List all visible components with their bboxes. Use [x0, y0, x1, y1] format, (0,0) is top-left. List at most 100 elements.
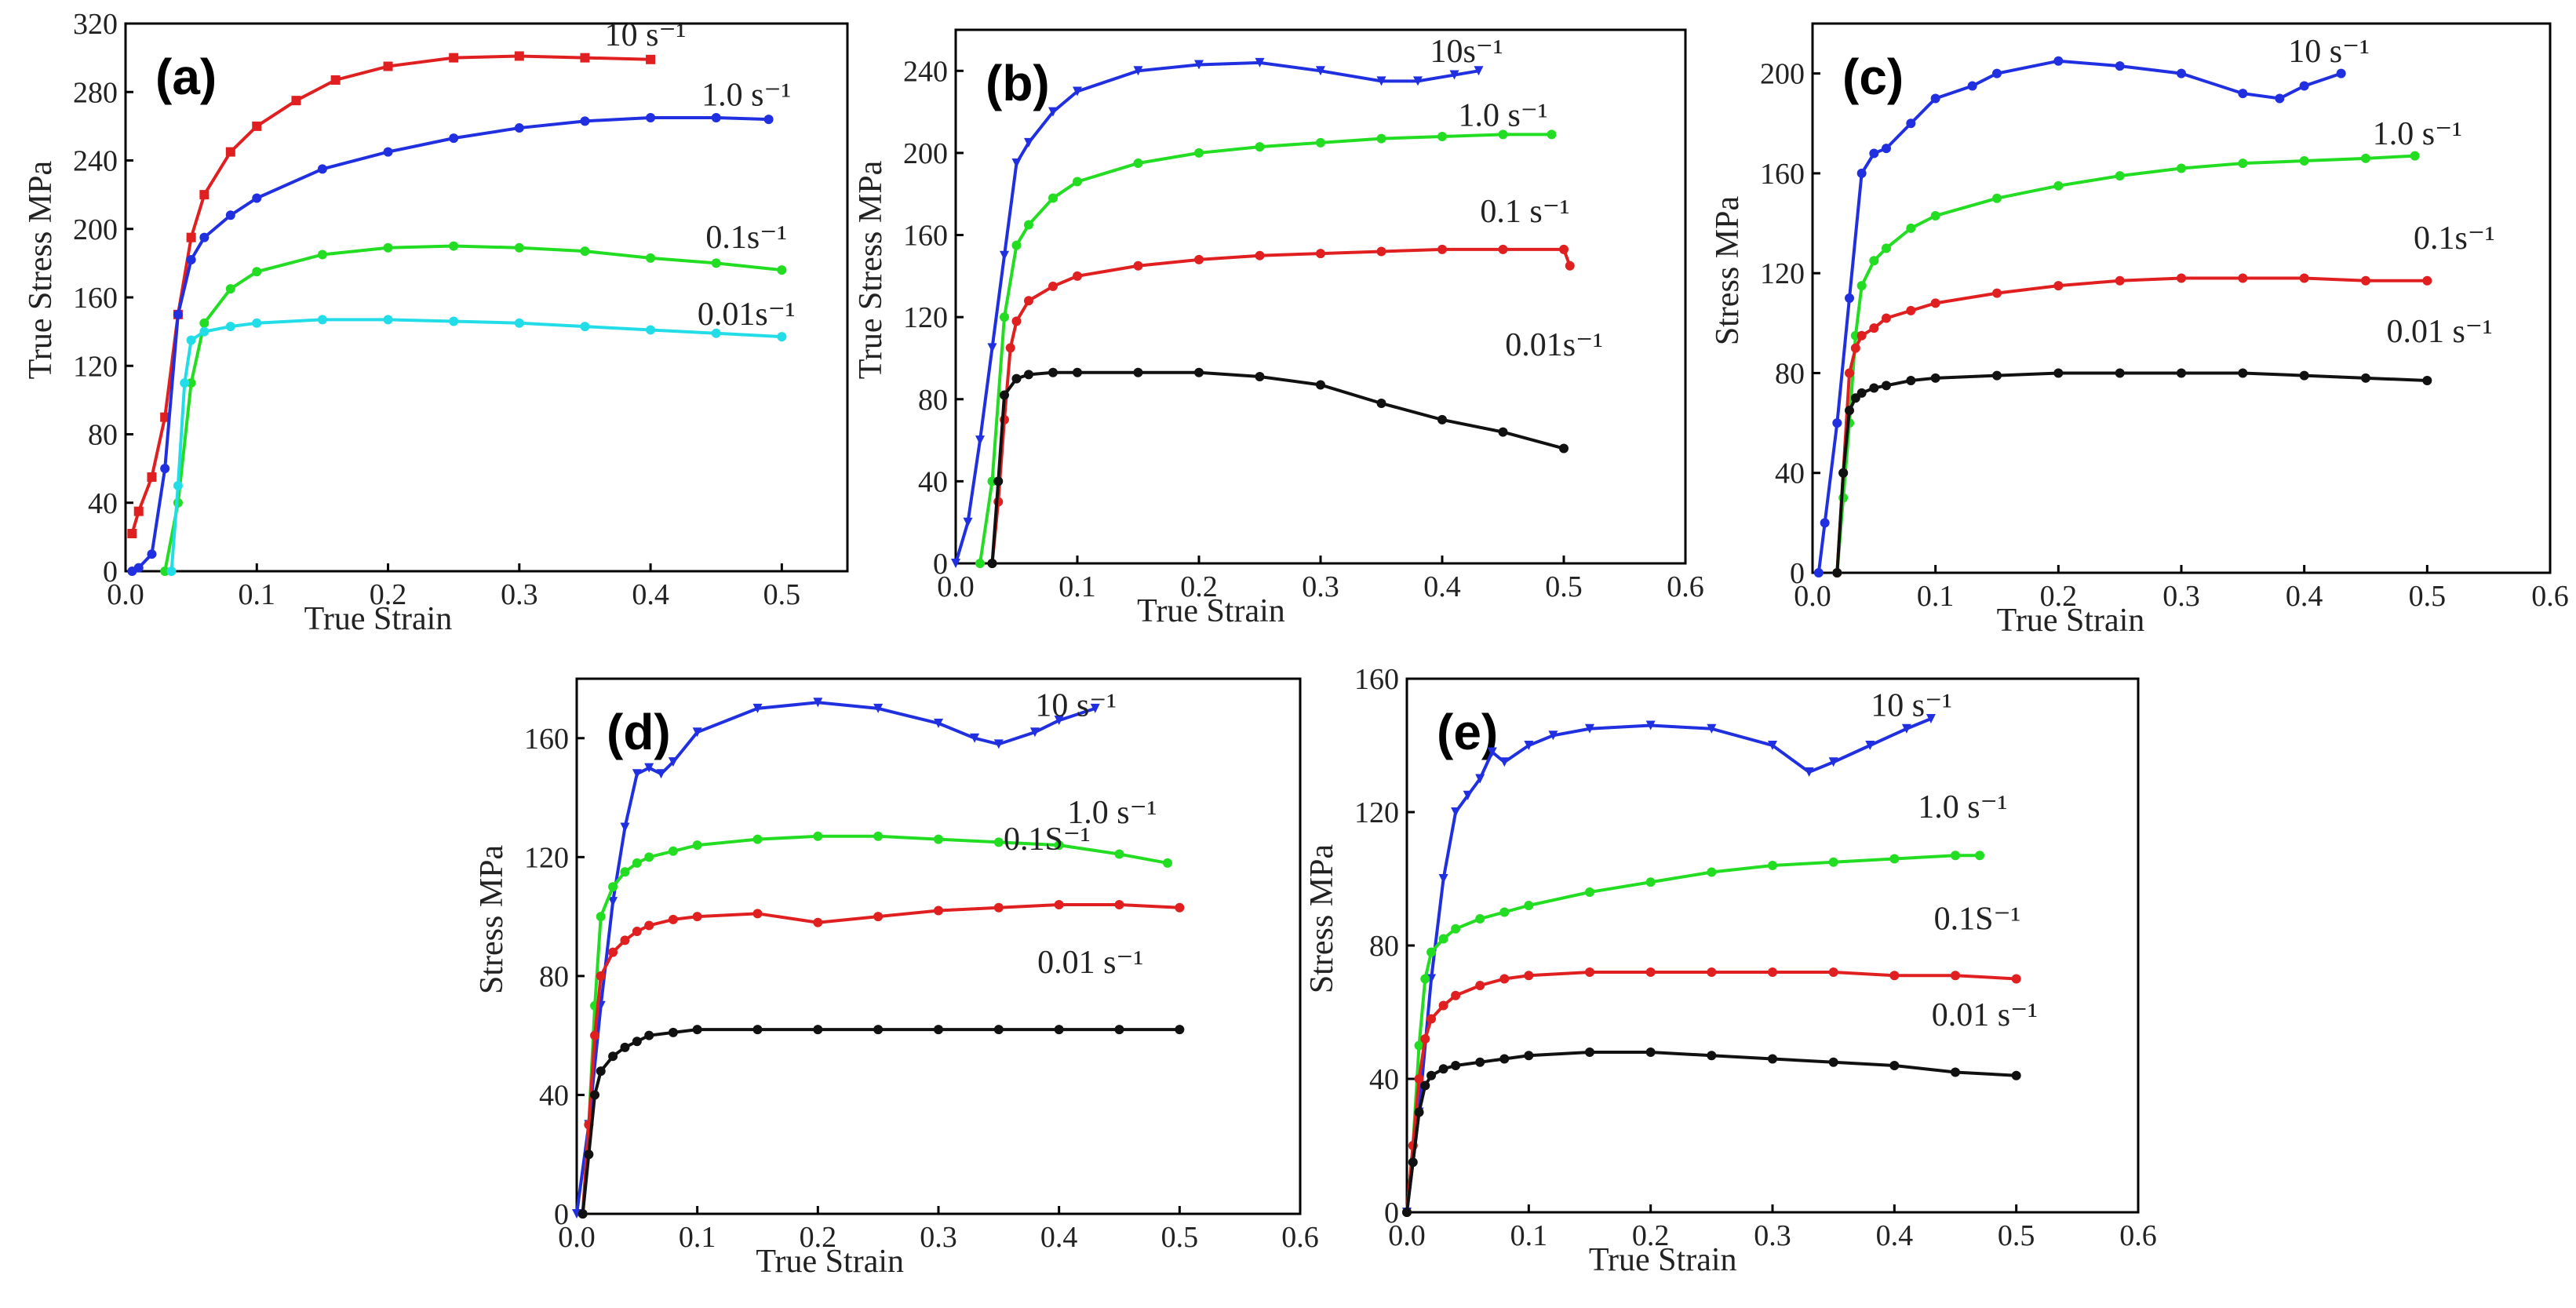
series-3: 0.01s⁻¹ [166, 297, 796, 576]
data-point [1255, 372, 1265, 381]
data-point [1559, 443, 1569, 454]
data-point [1850, 343, 1860, 353]
x-tick-label: 0.4 [1040, 1221, 1078, 1254]
data-point [1828, 757, 1838, 767]
data-point [644, 852, 654, 862]
data-point [1930, 298, 1940, 308]
data-point [1438, 874, 1448, 884]
plot-frame [1811, 22, 2552, 574]
data-point [1451, 924, 1461, 934]
data-point [1255, 142, 1265, 152]
series-1: 1.0 s⁻¹ [578, 795, 1172, 1219]
x-tick-label: 0.0 [1794, 580, 1831, 613]
series-label: 1.0 s⁻¹ [2373, 116, 2462, 152]
series-3: 0.01 s⁻¹ [1402, 997, 2038, 1217]
data-point [147, 472, 157, 483]
data-point [934, 1025, 943, 1035]
data-point [1882, 381, 1891, 391]
data-point [2177, 368, 2186, 378]
panel-label: (c) [1842, 49, 1904, 105]
series-2: 0.1S⁻¹ [1402, 902, 2021, 1217]
data-point [1524, 1051, 1534, 1061]
data-point [1449, 70, 1459, 80]
data-point [1869, 383, 1879, 393]
data-point [2238, 89, 2248, 99]
data-point [514, 51, 524, 61]
data-point [1498, 427, 1508, 437]
data-point [225, 210, 235, 220]
data-point [1413, 76, 1423, 86]
data-point [620, 867, 630, 877]
data-point [225, 147, 235, 157]
data-point [1194, 60, 1204, 70]
x-axis-label: True Strain [1137, 593, 1285, 629]
plot-frame [954, 28, 1687, 565]
data-point [644, 1030, 654, 1040]
data-point [1438, 934, 1448, 944]
series-label: 0.01s⁻¹ [1505, 327, 1603, 363]
y-tick-label: 80 [1369, 930, 1399, 963]
series-label: 0.1s⁻¹ [705, 220, 787, 256]
data-point [1114, 1025, 1124, 1035]
data-point [1438, 1000, 1448, 1011]
data-point [1838, 468, 1849, 478]
data-point [590, 1090, 600, 1100]
data-point [1133, 367, 1143, 377]
series-line [1405, 971, 2017, 1213]
data-point [620, 1042, 630, 1052]
data-point [2177, 68, 2186, 78]
data-point [1048, 367, 1058, 377]
series-label: 0.1S⁻¹ [1004, 822, 1091, 858]
series-1: 1.0 s⁻¹ [1832, 116, 2462, 577]
data-point [584, 1150, 594, 1160]
data-point [1845, 368, 1854, 378]
data-point [2238, 158, 2248, 169]
data-point [1090, 703, 1100, 713]
series-0: 10 s⁻¹ [127, 17, 686, 539]
x-tick-label: 0.2 [800, 1221, 837, 1254]
series-label: 0.1S⁻¹ [1934, 902, 2021, 938]
y-tick-label: 120 [73, 350, 118, 383]
x-tick-label: 0.1 [1917, 580, 1955, 613]
data-point [133, 506, 144, 516]
data-point [1011, 158, 1022, 168]
data-point [763, 115, 774, 125]
data-point [1376, 133, 1386, 144]
panel-label: (d) [607, 704, 671, 760]
data-point [1451, 1061, 1461, 1070]
y-tick-label: 200 [903, 137, 948, 170]
data-point [1414, 1040, 1424, 1051]
data-point [1498, 244, 1508, 254]
data-point [2422, 376, 2432, 385]
data-point [317, 164, 327, 174]
series-0: 10s⁻¹ [951, 34, 1503, 568]
x-tick-label: 0.3 [501, 578, 538, 611]
data-point [1524, 971, 1534, 981]
data-point [1889, 971, 1900, 981]
data-point [1707, 723, 1717, 734]
data-point [186, 232, 196, 242]
series-line [163, 244, 782, 572]
series-label: 10 s⁻¹ [2288, 34, 2370, 70]
data-point [2053, 180, 2064, 191]
y-tick-label: 120 [1354, 796, 1399, 829]
data-point [449, 53, 459, 63]
data-point [1414, 1107, 1424, 1117]
y-axis-label: Stress MPa [1710, 196, 1746, 346]
data-point [1414, 1074, 1424, 1084]
data-point [2361, 373, 2370, 383]
data-point [2115, 61, 2125, 71]
data-point [580, 322, 590, 332]
data-point [608, 882, 618, 892]
data-point [692, 840, 702, 851]
series-label: 0.1s⁻¹ [2414, 220, 2495, 257]
data-point [873, 703, 884, 713]
x-tick-label: 0.0 [1388, 1219, 1426, 1252]
data-point [1768, 741, 1777, 750]
data-point [1930, 93, 1940, 104]
y-tick-label: 40 [918, 465, 948, 498]
data-point [1438, 1064, 1448, 1074]
x-tick-label: 0.1 [1510, 1219, 1548, 1252]
data-point [449, 241, 459, 251]
data-point [1048, 281, 1058, 291]
